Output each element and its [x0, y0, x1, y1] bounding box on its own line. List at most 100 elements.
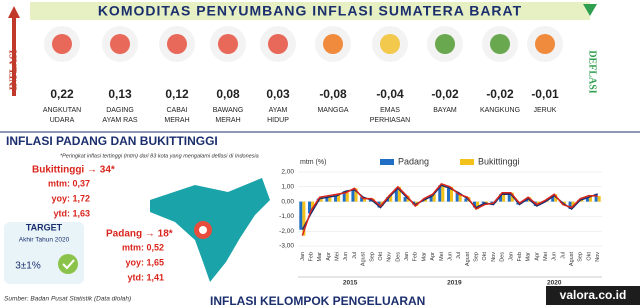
bar — [441, 183, 445, 202]
bar — [588, 195, 593, 202]
x-tick-label: Nov — [595, 252, 601, 262]
y-tick-label: -2,00 — [279, 228, 294, 235]
bar — [342, 191, 346, 202]
bar — [351, 189, 355, 202]
commodity-value: 0,13 — [108, 87, 132, 101]
bar — [450, 186, 454, 202]
legend-label: Padang — [398, 156, 429, 166]
year-label: 2020 — [547, 280, 562, 287]
commodity-label: MERAH — [164, 117, 189, 124]
bar — [481, 201, 485, 204]
x-tick-label: Jan — [404, 252, 410, 261]
commodity-label: DAGING — [106, 107, 134, 114]
x-tick-label: Nov — [387, 252, 393, 262]
commodity-label: ANGKUTAN — [43, 107, 81, 114]
bar — [334, 195, 338, 202]
x-tick-label: Okt — [378, 252, 384, 261]
x-tick-label: Agust — [569, 252, 575, 267]
x-tick-label: Okt — [482, 252, 488, 261]
bar — [585, 197, 589, 202]
x-tick-label: Jan — [300, 252, 306, 261]
city-stat: yoy: 1,65 — [125, 257, 164, 267]
commodity-value: -0,02 — [431, 87, 459, 101]
commodity-label: JERUK — [534, 107, 557, 114]
x-tick-label: Feb — [517, 252, 523, 261]
commodity-icon-inner — [268, 34, 288, 54]
y-tick-label: 1,00 — [281, 184, 294, 191]
arrow-shaft — [12, 16, 16, 96]
bar — [394, 188, 398, 202]
x-tick-label: Sep — [578, 252, 584, 262]
bar — [551, 195, 555, 202]
commodity-label: AYAM — [269, 107, 288, 114]
x-tick-label: Apr — [430, 252, 436, 261]
year-label: 2019 — [447, 280, 462, 287]
x-tick-label: Apr — [326, 252, 332, 261]
commodity-label: AYAM RAS — [102, 117, 137, 124]
bar — [507, 194, 511, 202]
commodity-value: -0,08 — [319, 87, 347, 101]
commodity-value: 0,08 — [216, 87, 240, 101]
commodity-value: 0,22 — [50, 87, 74, 101]
legend-swatch — [460, 159, 474, 165]
bar — [325, 197, 329, 202]
commodity-label: EMAS — [380, 107, 400, 114]
commodity-icon-inner — [535, 34, 555, 54]
commodity-label: HIDUP — [267, 117, 289, 124]
deflasi-label: DEFLASI — [587, 50, 598, 93]
target-title: TARGET — [26, 222, 63, 232]
bar — [354, 188, 358, 202]
x-tick-label: Sep — [474, 252, 480, 262]
x-tick-label: Feb — [308, 252, 314, 261]
dynamic: 0,22 ANGKUTAN UDARA 0,13 DAGING AYAM RAS 0,12 C… — [32, 26, 602, 287]
x-tick-label: Des — [395, 252, 401, 262]
bar — [345, 192, 349, 202]
title-band — [30, 2, 590, 20]
y-tick-label: -3,00 — [279, 243, 294, 250]
commodity-label: KANGKUNG — [480, 107, 520, 114]
commodity-icon-inner — [380, 34, 400, 54]
watermark: valora.co.id — [560, 288, 627, 302]
x-tick-label: Des — [500, 252, 506, 262]
check-icon — [58, 254, 78, 274]
bar — [397, 186, 401, 202]
check-mark — [62, 259, 75, 270]
x-tick-label: Jul — [352, 252, 358, 259]
y-tick-label: 0,00 — [281, 198, 294, 205]
commodity-icon-inner — [167, 34, 187, 54]
x-tick-label: Feb — [413, 252, 419, 261]
city-stat: yoy: 1,72 — [51, 193, 90, 203]
bar — [446, 188, 450, 202]
bar — [438, 185, 442, 202]
up-arrow — [8, 6, 20, 18]
inflasi-label: INFLASI — [8, 50, 19, 91]
bar — [458, 194, 462, 202]
x-tick-label: Mei — [439, 252, 445, 261]
legend-swatch — [380, 159, 394, 165]
x-tick-label: Mar — [421, 252, 427, 262]
commodity-icon-inner — [435, 34, 455, 54]
line — [301, 182, 598, 236]
x-tick-label: Jan — [508, 252, 514, 261]
bar — [337, 194, 341, 202]
commodity-value: 0,12 — [165, 87, 189, 101]
x-tick-label: Agust — [465, 252, 471, 267]
commodity-value: -0,04 — [376, 87, 404, 101]
bar — [499, 194, 503, 202]
x-tick-label: Sep — [369, 252, 375, 262]
year-label: 2015 — [343, 280, 358, 287]
bar — [307, 201, 312, 214]
watermark-box — [546, 286, 640, 305]
legend-label: Bukittinggi — [478, 156, 520, 166]
commodity-icon-inner — [110, 34, 130, 54]
commodity-icon-inner — [52, 34, 72, 54]
bar — [311, 201, 315, 211]
bar — [319, 197, 323, 202]
note: *Peringkat inflasi tertinggi (mtm) dari … — [60, 153, 259, 159]
target-value: 3±1% — [15, 261, 41, 272]
bar — [403, 197, 407, 202]
bar — [389, 195, 393, 202]
bar — [360, 197, 364, 202]
bar — [464, 198, 468, 202]
